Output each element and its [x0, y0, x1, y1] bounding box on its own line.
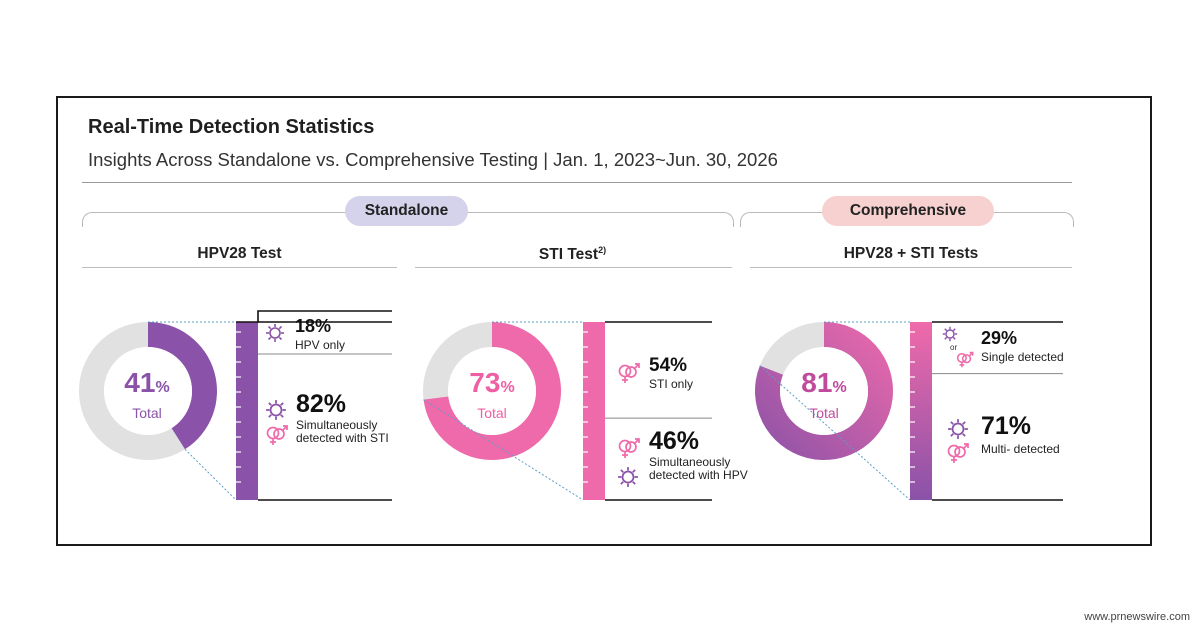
sti-donut-remainder [423, 322, 492, 400]
sti-total-label: Total [477, 405, 507, 421]
hpv28-donut-hole [104, 347, 192, 435]
page-title: Real-Time Detection Statistics [88, 116, 375, 138]
hpv28-stacked-bar [236, 322, 258, 500]
combined-donut-center: 81% Total [779, 367, 869, 422]
combined-stacked-bar [910, 322, 932, 500]
header-divider [82, 182, 1072, 183]
sti-donut-hole [448, 347, 536, 435]
page-subtitle: Insights Across Standalone vs. Comprehen… [88, 149, 778, 170]
gender-symbol-icon [264, 424, 290, 451]
virus-icon [265, 323, 285, 348]
hpv-with-sti-label: Simultaneously detected with STI [296, 418, 389, 445]
hpv28-title-rule [82, 267, 397, 268]
hpv-only-label: HPV only [295, 338, 346, 352]
hpv28-test-title: HPV28 Test [197, 245, 282, 262]
sti-stacked-bar [583, 322, 605, 500]
multi-detected-value: 71% [981, 412, 1032, 440]
hpv28-donut-center: 41% Total [102, 367, 192, 422]
sti-title-rule [415, 267, 732, 268]
hpv28-total-value: 41 [124, 367, 156, 398]
hpv-only-value: 18% [295, 316, 332, 336]
source-credit: www.prnewswire.com [1084, 611, 1190, 623]
hpv28-donut-remainder [79, 322, 185, 461]
sti-total-value: 73 [469, 367, 501, 398]
gender-symbol-icon [945, 442, 971, 469]
combined-total-value: 81 [801, 367, 833, 398]
sti-test-title: STI Test2) [538, 245, 607, 264]
gender-symbol-icon [616, 437, 642, 464]
or-joiner: or [950, 343, 958, 352]
hpv28-donut-slice [148, 322, 217, 450]
virus-icon [947, 418, 969, 445]
hpv28-connector-bottom [184, 448, 237, 501]
sti-donut-center: 73% Total [447, 367, 537, 422]
combined-tests-title: HPV28 + STI Tests [843, 245, 979, 262]
combined-connector-bottom [759, 365, 911, 501]
sti-with-hpv-value: 46% [649, 427, 700, 455]
combined-title-rule [750, 267, 1072, 268]
virus-icon [265, 399, 287, 426]
single-detected-value: 29% [981, 328, 1018, 348]
hpv28-bar-header-step [236, 310, 392, 323]
hpv28-total-label: Total [132, 405, 162, 421]
multi-detected-label: Multi- detected [981, 442, 1060, 456]
combined-donut-remainder [759, 322, 824, 375]
combined-donut-slice [754, 322, 893, 461]
sti-only-value: 54% [649, 355, 688, 376]
sti-with-hpv-label: Simultaneously detected with HPV [649, 455, 748, 482]
combined-donut-hole [780, 347, 868, 435]
virus-icon [617, 466, 639, 493]
gender-symbol-icon [955, 351, 975, 373]
virus-icon [942, 326, 958, 347]
comprehensive-pill: Comprehensive [822, 196, 994, 226]
gender-symbol-icon [616, 362, 642, 389]
standalone-pill: Standalone [345, 196, 468, 226]
hpv-with-sti-value: 82% [296, 390, 347, 418]
single-detected-label: Single detected [981, 350, 1064, 364]
sti-only-label: STI only [649, 377, 694, 391]
sti-donut-slice [423, 322, 561, 460]
infographic-frame [56, 96, 1152, 546]
sti-connector-bottom [423, 399, 584, 501]
combined-total-label: Total [809, 405, 839, 421]
